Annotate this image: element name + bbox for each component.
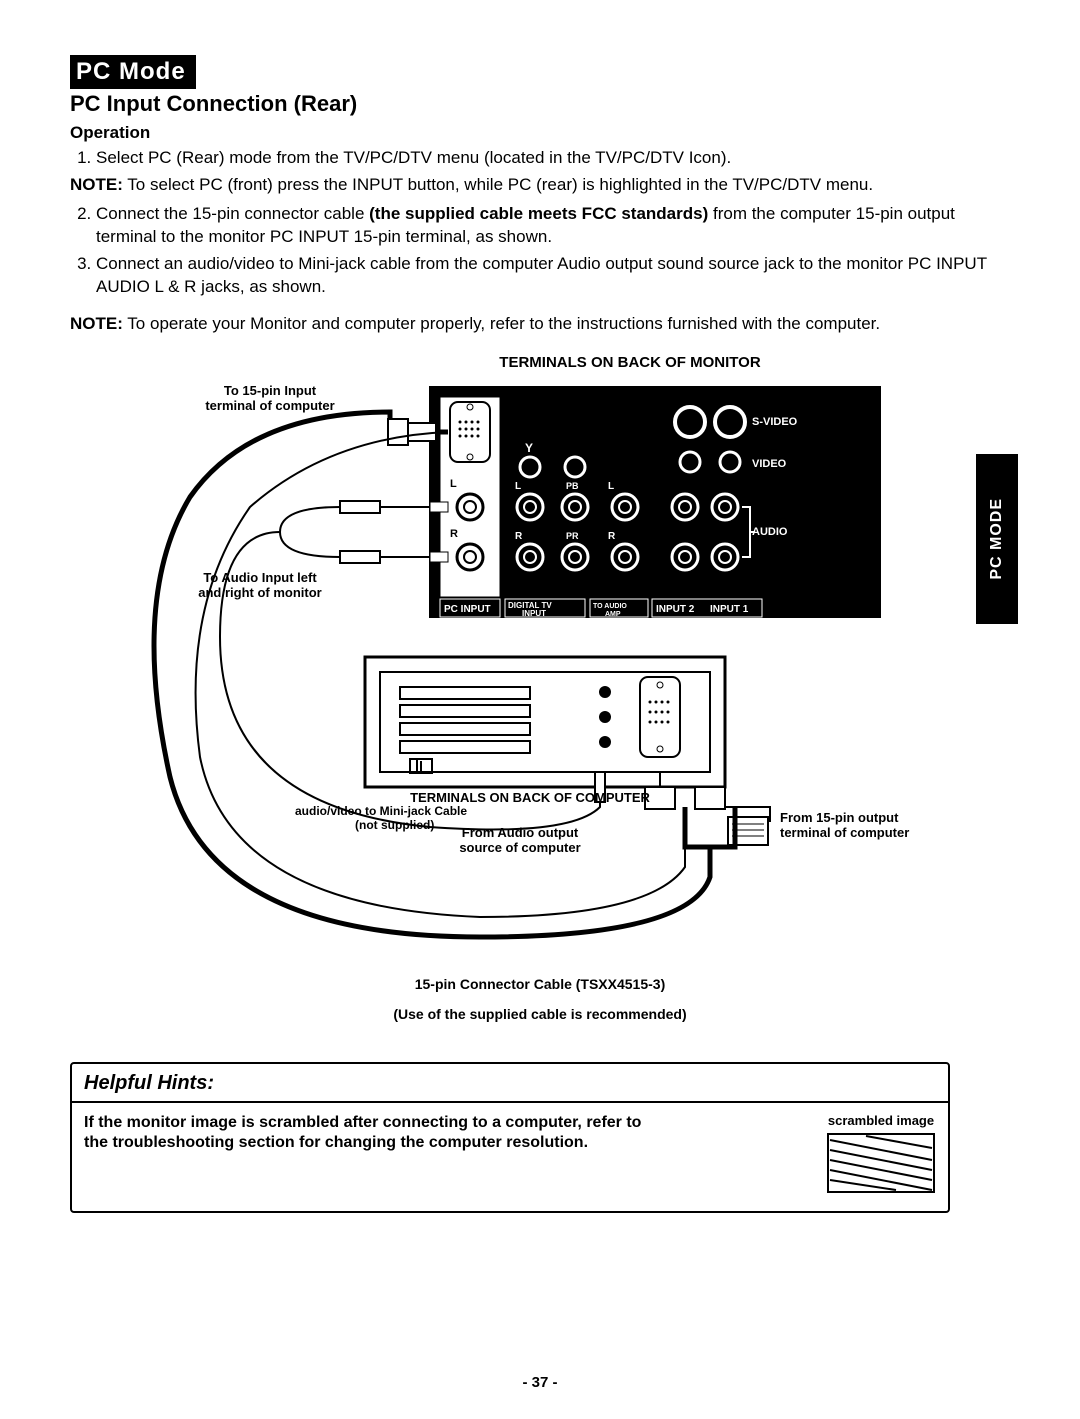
note-label: NOTE: bbox=[70, 175, 123, 194]
svg-text:To 15-pin Input: To 15-pin Input bbox=[224, 383, 317, 398]
svg-text:L: L bbox=[608, 481, 614, 492]
step-1: Select PC (Rear) mode from the TV/PC/DTV… bbox=[96, 147, 1010, 170]
svg-text:From 15-pin output: From 15-pin output bbox=[780, 810, 899, 825]
svg-text:TO AUDIO: TO AUDIO bbox=[593, 603, 627, 610]
page-number: - 37 - bbox=[0, 1374, 1080, 1391]
step2-bold: (the supplied cable meets FCC standards) bbox=[369, 204, 708, 223]
note-1: NOTE: To select PC (front) press the INP… bbox=[70, 174, 1010, 197]
step2-pre: Connect the 15-pin connector cable bbox=[96, 204, 369, 223]
note-label-2: NOTE: bbox=[70, 314, 123, 333]
svg-text:INPUT: INPUT bbox=[522, 609, 546, 618]
pc-mode-side-tab: PC MODE bbox=[976, 454, 1018, 624]
svg-text:PB: PB bbox=[566, 481, 579, 491]
scrambled-icon bbox=[826, 1132, 936, 1194]
svg-text:terminal of computer: terminal of computer bbox=[205, 398, 334, 413]
diagram-title: TERMINALS ON BACK OF MONITOR bbox=[130, 354, 950, 371]
svg-text:PR: PR bbox=[566, 531, 579, 541]
svg-text:and right of monitor: and right of monitor bbox=[198, 585, 321, 600]
svg-text:PC INPUT: PC INPUT bbox=[444, 604, 491, 615]
diagram-caption-1: 15-pin Connector Cable (TSXX4515-3) bbox=[130, 976, 950, 992]
svg-text:Y: Y bbox=[525, 441, 533, 455]
svg-text:L: L bbox=[450, 478, 457, 490]
svg-text:AMP: AMP bbox=[605, 611, 621, 618]
svg-text:INPUT 1: INPUT 1 bbox=[710, 604, 749, 615]
scrambled-label: scrambled image bbox=[826, 1113, 936, 1128]
step-3: Connect an audio/video to Mini-jack cabl… bbox=[96, 253, 1010, 299]
diagram-caption-2: (Use of the supplied cable is recommende… bbox=[130, 1006, 950, 1022]
note-text: To select PC (front) press the INPUT but… bbox=[123, 175, 873, 194]
diagram-svg: L R PC INPUT Y L R PB PR DIGITAL TV INPU… bbox=[130, 377, 950, 957]
svg-text:To Audio Input left: To Audio Input left bbox=[203, 570, 317, 585]
operation-heading: Operation bbox=[70, 123, 1010, 143]
svg-text:INPUT 2: INPUT 2 bbox=[656, 604, 695, 615]
operation-steps: Select PC (Rear) mode from the TV/PC/DTV… bbox=[70, 147, 1010, 170]
svg-text:(not supplied): (not supplied) bbox=[355, 818, 434, 832]
svg-text:source of computer: source of computer bbox=[459, 840, 580, 855]
svg-text:R: R bbox=[515, 531, 523, 542]
connection-diagram: TERMINALS ON BACK OF MONITOR L R PC INPU… bbox=[130, 354, 950, 1022]
hints-header: Helpful Hints: bbox=[72, 1064, 948, 1103]
note-text-2: To operate your Monitor and computer pro… bbox=[123, 314, 880, 333]
svg-text:terminal of computer: terminal of computer bbox=[780, 825, 909, 840]
pc-mode-badge: PC Mode bbox=[70, 55, 196, 89]
svg-text:audio/video to Mini-jack Cable: audio/video to Mini-jack Cable bbox=[295, 804, 467, 818]
svg-text:TERMINALS ON BACK OF COMPUTER: TERMINALS ON BACK OF COMPUTER bbox=[410, 790, 650, 805]
hints-text: If the monitor image is scrambled after … bbox=[84, 1113, 664, 1155]
step-2: Connect the 15-pin connector cable (the … bbox=[96, 203, 1010, 249]
section-title: PC Input Connection (Rear) bbox=[70, 91, 1010, 117]
svg-text:L: L bbox=[515, 481, 521, 492]
svg-text:R: R bbox=[450, 528, 458, 540]
side-tab-text: PC MODE bbox=[988, 498, 1006, 580]
note-2: NOTE: To operate your Monitor and comput… bbox=[70, 313, 1010, 336]
helpful-hints-box: Helpful Hints: If the monitor image is s… bbox=[70, 1062, 950, 1213]
scrambled-image-sample: scrambled image bbox=[826, 1113, 936, 1197]
svg-text:From Audio output: From Audio output bbox=[462, 825, 579, 840]
svg-text:AUDIO: AUDIO bbox=[752, 526, 788, 538]
svg-text:R: R bbox=[608, 531, 616, 542]
svg-text:S-VIDEO: S-VIDEO bbox=[752, 416, 798, 428]
operation-steps-cont: Connect the 15-pin connector cable (the … bbox=[70, 203, 1010, 299]
svg-text:VIDEO: VIDEO bbox=[752, 458, 787, 470]
